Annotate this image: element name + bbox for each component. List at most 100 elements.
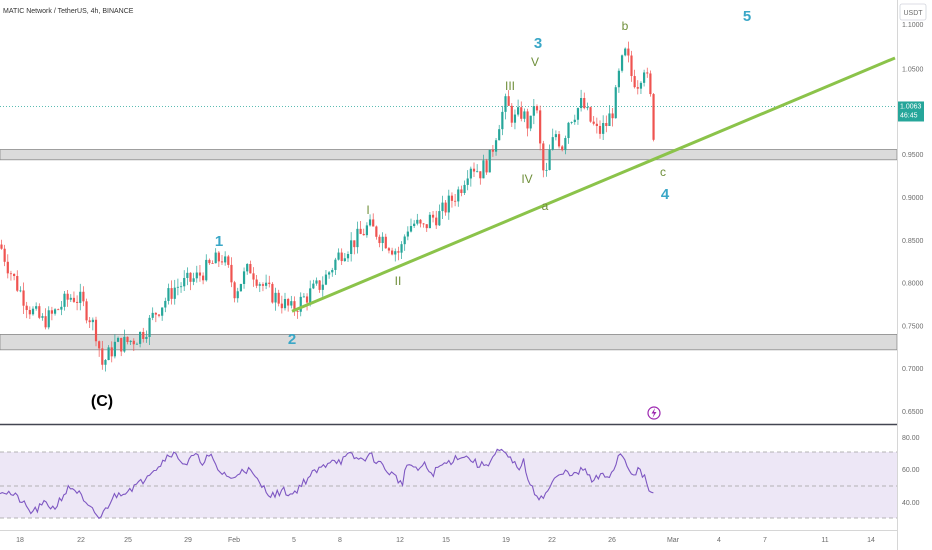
currency-button[interactable]: USDT [899, 3, 927, 21]
candle-body [362, 233, 365, 236]
correction-label-a: a [542, 199, 549, 213]
candle-body [192, 278, 195, 282]
candle-body [321, 284, 324, 290]
rsi-tick: 80.00 [902, 435, 920, 442]
currency-button-label: USDT [903, 10, 923, 17]
candle-body [230, 264, 233, 283]
time-tick: 29 [184, 537, 192, 544]
subwave-label-V: V [531, 55, 539, 69]
candle-body [517, 107, 520, 115]
candle-body [19, 290, 22, 292]
candle-body [384, 236, 387, 249]
time-tick: 4 [717, 537, 721, 544]
subwave-label-I: I [366, 203, 369, 217]
time-tick: Mar [667, 537, 680, 544]
time-tick: 5 [292, 537, 296, 544]
candle-body [98, 341, 101, 349]
candle-body [652, 94, 655, 140]
candle-body [454, 200, 457, 202]
time-tick: 12 [396, 537, 404, 544]
last-price-tag: 1.0063 46:45 [898, 101, 924, 122]
candle-body [356, 228, 359, 248]
candle-body [617, 70, 620, 88]
candle-body [488, 149, 491, 173]
candle-body [309, 288, 312, 303]
candle-body [431, 214, 435, 218]
candle-body [482, 160, 485, 179]
candle-body [173, 287, 176, 299]
candle-body [79, 291, 82, 303]
candle-body [507, 96, 510, 106]
candle-body [242, 271, 246, 284]
candle-body [643, 72, 646, 83]
candle-body [510, 105, 513, 123]
candle-body [227, 256, 230, 265]
candle-body [608, 113, 611, 127]
candle-body [151, 312, 154, 318]
candle-body [592, 121, 595, 124]
candle-body [299, 296, 302, 312]
candle-body [31, 308, 35, 315]
candle-body [135, 343, 139, 345]
candle-body [202, 275, 205, 281]
candle-body [255, 279, 258, 286]
candle-body [636, 87, 639, 89]
candle-body [409, 226, 413, 232]
candle-body [35, 306, 38, 309]
candle-body [224, 256, 227, 263]
trendline[interactable] [291, 56, 896, 313]
candle-body [479, 171, 482, 179]
candle-body [620, 55, 624, 71]
candle-body [116, 337, 120, 342]
rsi-band [0, 452, 897, 518]
candle-body [334, 259, 337, 270]
candle-body [605, 123, 608, 127]
support-zone[interactable] [0, 149, 898, 161]
subwave-label-III: III [505, 79, 515, 93]
price-tick: 0.7000 [902, 366, 924, 373]
candle-body [302, 296, 305, 298]
subwave-label-II: II [395, 274, 402, 288]
candle-body [47, 310, 50, 328]
candle-body [290, 301, 293, 306]
candle-body [646, 72, 649, 74]
candlestick-series [0, 41, 655, 372]
candle-body [170, 288, 173, 299]
candle-body [633, 76, 636, 88]
candle-body [324, 274, 328, 285]
lightning-event-icon[interactable] [647, 406, 661, 420]
candle-body [76, 301, 79, 303]
candle-body [337, 252, 340, 260]
candle-body [564, 138, 567, 151]
countdown-label: 46:45 [900, 112, 918, 119]
price-tick: 0.7500 [902, 323, 924, 330]
candle-body [614, 87, 617, 119]
candle-body [101, 348, 104, 365]
time-tick: 19 [502, 537, 510, 544]
candle-body [598, 125, 602, 134]
candle-body [532, 106, 535, 116]
candle-body [293, 301, 296, 312]
candle-body [69, 297, 72, 300]
candle-body [3, 248, 6, 262]
candle-body [397, 251, 400, 253]
price-tick-top-partial: 1.1000 [902, 22, 924, 29]
candle-body [611, 113, 614, 119]
candle-body [340, 252, 343, 262]
candle-body [66, 293, 69, 300]
candle-body [217, 252, 220, 262]
candle-body [208, 259, 211, 264]
candle-body [104, 360, 107, 365]
candle-body [214, 252, 217, 264]
candle-body [381, 236, 384, 244]
last-price-label: 1.0063 [900, 103, 922, 110]
candle-body [542, 143, 545, 171]
candle-body [123, 336, 126, 352]
candle-body [94, 319, 98, 342]
candle-body [239, 283, 242, 292]
candle-body [353, 240, 356, 248]
candle-body [296, 311, 299, 312]
candle-body [586, 107, 589, 109]
candle-body [315, 280, 318, 284]
